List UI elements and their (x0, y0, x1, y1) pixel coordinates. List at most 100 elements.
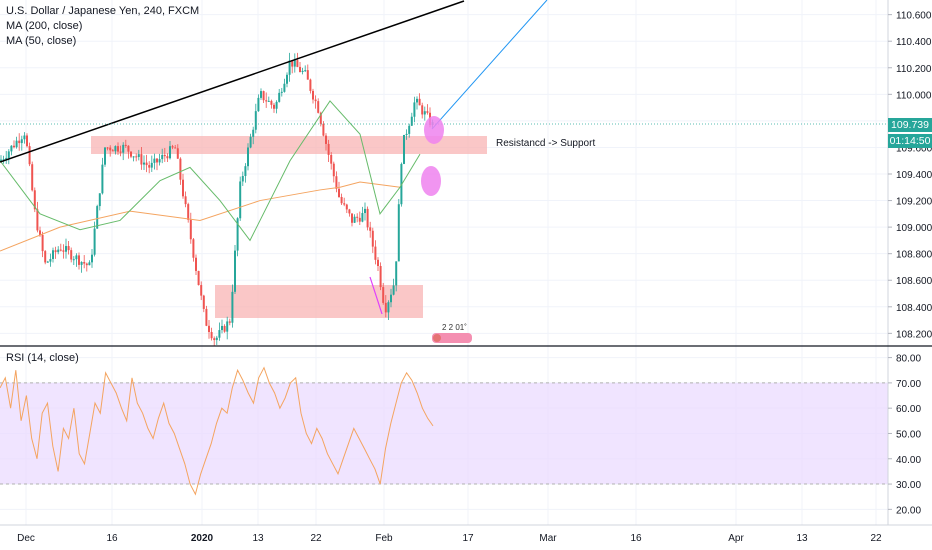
rsi-line (0, 366, 434, 496)
candle-body (257, 97, 260, 112)
candle-body (158, 159, 161, 163)
rsi-series (0, 366, 434, 496)
candle-body (338, 188, 340, 197)
candle-body (130, 151, 132, 157)
ma200-legend[interactable]: MA (200, close) (6, 20, 83, 32)
candle-body (119, 151, 122, 153)
candle-body (223, 325, 226, 332)
candle-body (309, 79, 312, 91)
candle-body (314, 99, 317, 102)
candle-body (59, 249, 62, 251)
candle-body (65, 246, 67, 252)
price-pane-bg (0, 0, 888, 345)
candle-body (106, 147, 109, 149)
price-tick-label: 109.000 (896, 223, 932, 234)
candle-body (327, 143, 330, 155)
candle-body (325, 135, 327, 144)
candle-body (0, 159, 2, 161)
ma50-legend[interactable]: MA (50, close) (6, 35, 77, 47)
resistance-support-zone[interactable] (91, 136, 487, 154)
lower-target-circle[interactable] (421, 166, 441, 196)
candle-body (88, 262, 91, 266)
rsi-tick-label: 40.00 (896, 455, 921, 466)
candle-body (252, 129, 255, 137)
upper-target-circle[interactable] (424, 116, 444, 144)
candle-body (57, 249, 60, 253)
candle-body (98, 193, 101, 207)
candle-body (28, 146, 31, 165)
price-tick-label: 110.400 (896, 37, 932, 48)
candle-body (161, 154, 164, 160)
rsi-legend: RSI (14, close) (6, 351, 79, 366)
candle-body (205, 308, 208, 326)
rsi-legend-label[interactable]: RSI (14, close) (6, 352, 79, 364)
candle-body (332, 163, 335, 177)
time-tick-label: 22 (310, 533, 322, 544)
candle-body (351, 213, 353, 223)
price-legend: U.S. Dollar / Japanese Yen, 240, FXCM MA… (6, 4, 199, 49)
symbol-title[interactable]: U.S. Dollar / Japanese Yen, 240, FXCM (6, 5, 200, 17)
price-tick-label: 110.000 (896, 90, 932, 101)
rsi-tick-label: 80.00 (896, 354, 921, 365)
candle-body (104, 147, 106, 165)
candle-body (293, 60, 296, 67)
candle-body (228, 321, 231, 323)
event-flags[interactable]: 2 2 01˚ (432, 323, 472, 343)
candle-body (184, 196, 187, 205)
candle-body (20, 139, 23, 144)
candle-body (236, 218, 239, 251)
candle-body (91, 254, 93, 263)
candle-body (418, 98, 421, 106)
candle-body (288, 60, 291, 75)
candle-body (317, 101, 320, 113)
price-axis[interactable]: 108.200 108.400 108.600 108.800 109.000 109.2… (888, 11, 932, 341)
candle-body (2, 159, 5, 161)
candle-body (423, 111, 426, 115)
candle-body (239, 181, 242, 219)
candle-body (75, 255, 78, 260)
candle-body (124, 144, 127, 146)
candle-body (265, 100, 268, 102)
time-tick-label: Dec (17, 533, 35, 544)
candle-body (301, 70, 304, 72)
rsi-tick-label: 70.00 (896, 379, 921, 390)
rsi-axis[interactable]: 20.00 30.00 40.00 50.00 60.00 70.00 80.00 (888, 354, 921, 517)
candle-body (54, 250, 57, 253)
candle-body (416, 98, 418, 103)
candle-body (306, 70, 309, 80)
candle-body (153, 158, 156, 163)
price-tick-label: 108.400 (896, 303, 932, 314)
time-axis[interactable]: Dec 16 2020 13 22 Feb 17 Mar 16 Apr 13 22 (17, 533, 882, 544)
candle-body (260, 91, 262, 98)
candle-body (33, 190, 36, 210)
time-tick-label: 16 (630, 533, 642, 544)
candle-body (348, 209, 351, 214)
candle-body (374, 246, 377, 260)
candle-body (114, 146, 117, 152)
candle-body (408, 125, 411, 134)
candle-body (241, 176, 244, 182)
candle-body (13, 145, 15, 148)
candle-body (80, 262, 83, 265)
candle-body (78, 255, 80, 265)
annotation-label: Resistancd -> Support (496, 138, 595, 149)
time-tick-label: 2020 (191, 533, 214, 544)
candle-body (371, 230, 374, 247)
rising-trendline[interactable] (0, 0, 465, 163)
candle-body (234, 250, 236, 292)
candle-body (96, 206, 99, 229)
candle-body (156, 158, 158, 163)
candle-body (364, 208, 366, 214)
candle-body (135, 156, 138, 158)
candle-body (340, 196, 343, 204)
candle-body (218, 330, 221, 338)
candle-body (319, 112, 322, 124)
candle-body (343, 203, 346, 205)
candle-body (44, 251, 47, 263)
candle-body (5, 157, 8, 160)
ma50-line (0, 100, 421, 242)
candle-body (140, 154, 143, 165)
candle-body (197, 270, 200, 286)
projection-line[interactable] (431, 0, 548, 130)
